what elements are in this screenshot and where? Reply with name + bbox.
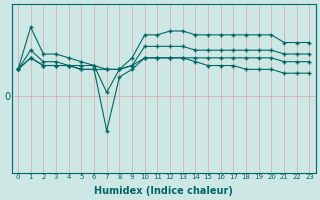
X-axis label: Humidex (Indice chaleur): Humidex (Indice chaleur) <box>94 186 233 196</box>
